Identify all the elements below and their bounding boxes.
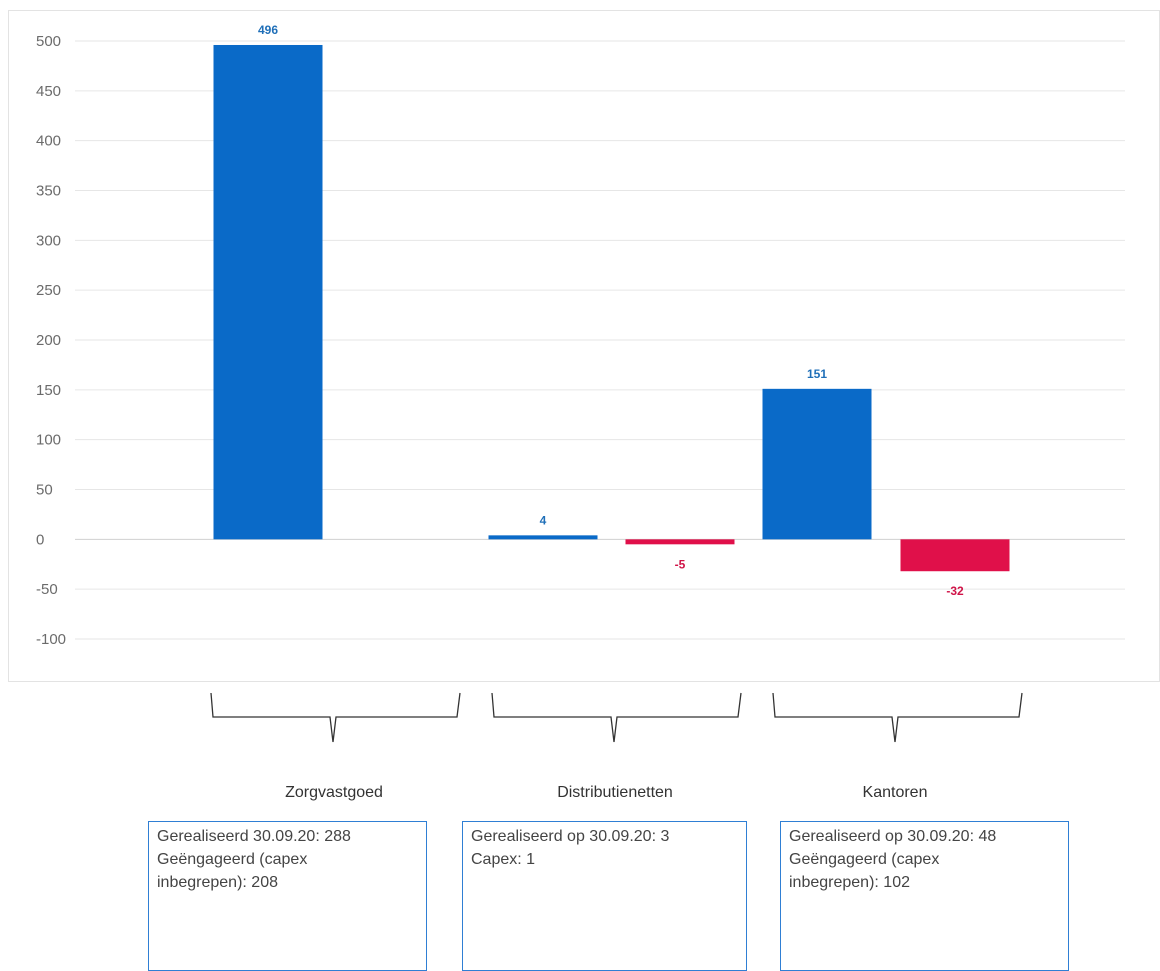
info-line: Gerealiseerd op 30.09.20: 3 — [471, 828, 670, 845]
data-label: 496 — [258, 23, 278, 37]
y-tick-label: 200 — [36, 332, 61, 349]
info-box-distributienetten: Gerealiseerd op 30.09.20: 3 Capex: 1 — [462, 821, 747, 971]
group-braces — [210, 692, 1023, 743]
y-tick-label: 300 — [36, 232, 61, 249]
y-tick-label: 0 — [36, 531, 44, 548]
y-tick-label: 100 — [36, 432, 61, 449]
y-tick-label: 500 — [36, 33, 61, 50]
y-tick-label: 450 — [36, 83, 61, 100]
info-line: inbegrepen): 208 — [157, 874, 278, 891]
data-label: 4 — [540, 513, 547, 527]
bars — [213, 44, 1010, 572]
info-box-kantoren: Gerealiseerd op 30.09.20: 48 Geëngageerd… — [780, 821, 1069, 971]
data-label: 151 — [807, 367, 827, 381]
y-tick-label: 50 — [36, 482, 53, 499]
y-tick-label: 150 — [36, 382, 61, 399]
group-title-kantoren: Kantoren — [862, 784, 928, 801]
bar — [900, 539, 1010, 572]
bar — [213, 44, 323, 540]
bar — [625, 539, 735, 545]
bar — [762, 388, 872, 540]
info-line: inbegrepen): 102 — [789, 874, 910, 891]
info-box-zorgvastgoed: Gerealiseerd 30.09.20: 288 Geëngageerd (… — [148, 821, 427, 971]
info-line: Capex: 1 — [471, 851, 536, 868]
brace-zorgvastgoed — [210, 692, 461, 743]
info-line: Gerealiseerd op 30.09.20: 48 — [789, 828, 997, 845]
y-tick-label: 350 — [36, 183, 61, 200]
data-label: -5 — [675, 557, 686, 571]
y-tick-label: 400 — [36, 133, 61, 150]
y-tick-label: -100 — [36, 631, 66, 648]
brace-distributienetten — [491, 692, 742, 743]
info-line: Gerealiseerd 30.09.20: 288 — [157, 828, 351, 845]
group-title-distributienetten: Distributienetten — [557, 784, 673, 801]
info-line: Geëngageerd (capex — [789, 851, 940, 868]
group-title-zorgvastgoed: Zorgvastgoed — [285, 784, 383, 801]
brace-kantoren — [772, 692, 1023, 743]
info-line: Geëngageerd (capex — [157, 851, 308, 868]
data-labels: 496 4 -5 151 -32 — [258, 23, 964, 598]
y-tick-label: 250 — [36, 282, 61, 299]
y-tick-label: -50 — [36, 581, 58, 598]
bar — [488, 535, 598, 540]
data-label: -32 — [946, 584, 964, 598]
